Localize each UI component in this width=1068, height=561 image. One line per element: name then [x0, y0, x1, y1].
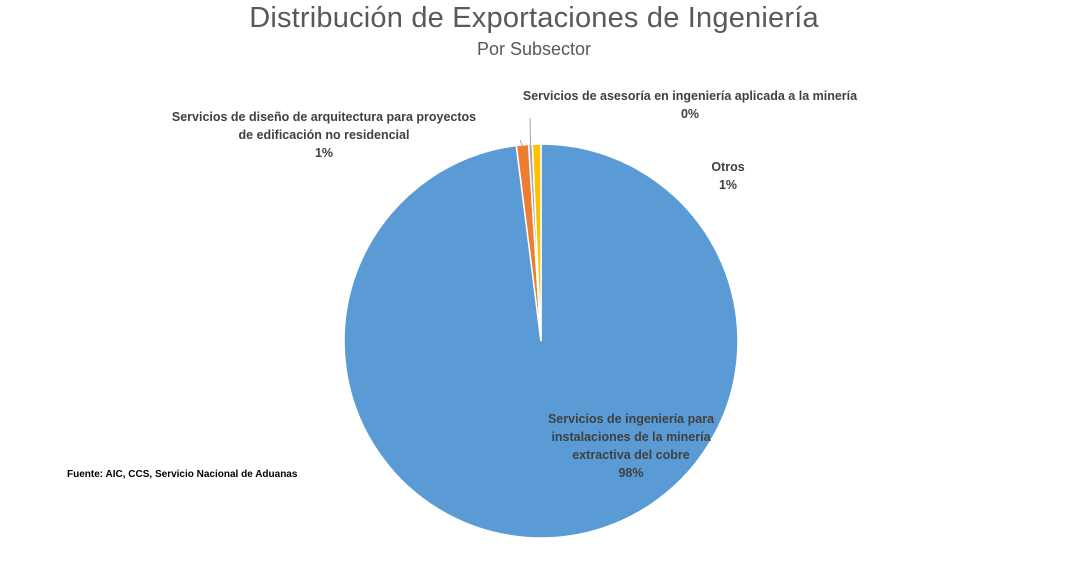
slice-label-line: Servicios de asesoría en ingeniería apli… — [522, 89, 858, 103]
slice-label-line: instalaciones de la minería — [551, 430, 711, 444]
source-note: Fuente: AIC, CCS, Servicio Nacional de A… — [67, 469, 298, 480]
slice-label-line: de edificación no residencial — [238, 128, 410, 142]
chart-title: Distribución de Exportaciones de Ingenie… — [249, 2, 819, 34]
leader-line — [529, 117, 532, 147]
slice-label-asesoria-mineria: Servicios de asesoría en ingeniería apli… — [512, 87, 868, 123]
slice-label-diseno-arquitectura: Servicios de diseño de arquitectura para… — [160, 108, 488, 162]
slice-value-label: 1% — [314, 146, 334, 160]
slice-value-label: 1% — [718, 178, 738, 192]
slice-label-line: extractiva del cobre — [572, 448, 690, 462]
leader-lines — [519, 117, 532, 148]
chart-subtitle: Por Subsector — [476, 39, 592, 59]
slice-label-line: Otros — [711, 160, 745, 174]
slice-value-label: 98% — [618, 466, 644, 480]
slice-label-ingenieria-cobre: Servicios de ingeniería para instalacion… — [540, 410, 722, 482]
slice-value-label: 0% — [680, 107, 700, 121]
slice-otros — [531, 143, 542, 342]
slice-label-line: Servicios de ingeniería para — [547, 412, 715, 426]
leader-line — [519, 139, 524, 148]
pie-slices — [343, 143, 739, 539]
slice-label-otros: Otros 1% — [698, 158, 758, 194]
slice-label-line: Servicios de diseño de arquitectura para… — [171, 110, 477, 124]
